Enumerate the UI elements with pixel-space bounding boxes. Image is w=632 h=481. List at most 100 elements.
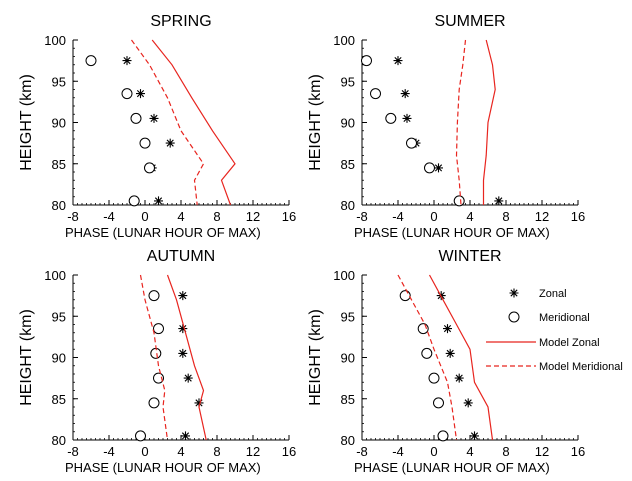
zonal-point: [445, 348, 455, 358]
legend-label: Model Zonal: [539, 337, 600, 349]
panel-title: SPRING: [150, 13, 211, 30]
model-zonal-line: [151, 39, 236, 206]
meridional-point: [424, 162, 435, 174]
meridional-point: [453, 195, 465, 207]
meridional-point: [399, 290, 411, 302]
meridional-point: [139, 137, 151, 149]
zonal-point: [122, 56, 132, 66]
zonal-point: [136, 89, 145, 99]
y-tick-label: 100: [333, 268, 355, 283]
meridional-point: [135, 430, 146, 442]
model-zonal-line: [428, 274, 494, 441]
y-tick-label: 80: [341, 198, 355, 213]
zonal-point: [454, 373, 464, 383]
x-tick-label: 12: [535, 209, 549, 224]
x-tick-label: 16: [571, 209, 585, 224]
y-tick-label: 100: [44, 268, 66, 283]
model-meridional-line: [397, 274, 458, 441]
meridional-point: [428, 372, 440, 384]
y-tick-label: 80: [341, 433, 355, 448]
y-axis-label: HEIGHT (km): [18, 74, 35, 171]
model-zonal-line: [482, 39, 496, 205]
legend-circle-icon: [508, 311, 520, 323]
zonal-point: [463, 398, 473, 408]
x-tick-label: 16: [571, 444, 585, 459]
y-tick-label: 85: [52, 392, 66, 407]
panel-autumn: AUTUMN -8 -4 0 4 8 12 16 80 85 90 95 100 PHASE (LUNAR…: [18, 248, 296, 475]
model-zonal-line: [166, 274, 207, 441]
panel-title: WINTER: [438, 248, 501, 265]
zonal-point: [393, 56, 403, 66]
y-tick-label: 90: [341, 116, 355, 131]
panel-spring: SPRING -8 -4 0 4 8 12 16 80 85 90 95 100 PHASE (LUNAR…: [18, 13, 296, 240]
legend-label: Meridional: [539, 312, 590, 324]
zonal-point: [194, 398, 204, 408]
y-tick-label: 90: [52, 351, 66, 366]
meridional-point: [437, 430, 449, 442]
meridional-point: [148, 290, 160, 302]
x-axis-label: PHASE (LUNAR HOUR OF MAX): [354, 225, 550, 240]
panel-title: SUMMER: [434, 13, 505, 30]
zonal-point: [400, 89, 410, 99]
meridional-point: [421, 347, 433, 359]
model-meridional-line: [131, 39, 205, 206]
y-axis-label: HEIGHT (km): [18, 309, 35, 406]
y-axis-label: HEIGHT (km): [307, 74, 324, 171]
meridional-point: [153, 323, 164, 335]
x-tick-label: -8: [356, 444, 368, 459]
x-tick-label: 12: [246, 209, 260, 224]
y-tick-label: 95: [341, 74, 355, 89]
meridional-point: [406, 137, 417, 149]
x-tick-label: 0: [141, 209, 148, 224]
x-tick-label: 8: [213, 209, 220, 224]
x-tick-label: 0: [430, 444, 437, 459]
meridional-point: [130, 112, 142, 124]
legend: Zonal Meridional Model Zonal Model Meridion…: [486, 288, 623, 373]
x-tick-label: 8: [213, 444, 220, 459]
legend-label: Model Meridional: [539, 361, 623, 373]
x-tick-label: 0: [141, 444, 148, 459]
x-tick-label: -4: [392, 444, 404, 459]
zonal-point: [165, 138, 175, 148]
zonal-point: [470, 431, 479, 441]
y-tick-label: 95: [52, 74, 66, 89]
y-tick-label: 85: [52, 157, 66, 172]
x-tick-label: -8: [356, 209, 368, 224]
x-axis-label: PHASE (LUNAR HOUR OF MAX): [354, 460, 550, 475]
legend-star-icon: [509, 288, 519, 298]
model-meridional-line: [455, 39, 467, 206]
zonal-point: [434, 163, 443, 173]
meridional-point: [361, 55, 372, 67]
x-tick-label: -4: [103, 444, 115, 459]
y-tick-label: 85: [341, 157, 355, 172]
meridional-point: [144, 162, 155, 174]
zonal-point: [149, 113, 159, 123]
y-tick-label: 90: [341, 351, 355, 366]
meridional-point: [148, 397, 160, 409]
y-tick-label: 95: [341, 309, 355, 324]
x-tick-label: 16: [282, 209, 296, 224]
zonal-point: [178, 291, 188, 301]
zonal-point: [181, 431, 190, 441]
y-tick-label: 100: [333, 33, 355, 48]
x-tick-label: 0: [430, 209, 437, 224]
y-tick-label: 90: [52, 116, 66, 131]
meridional-point: [153, 372, 164, 384]
x-tick-label: 12: [246, 444, 260, 459]
y-tick-label: 80: [52, 198, 66, 213]
zonal-point: [178, 348, 188, 358]
panel-winter: WINTER -8 -4 0 4 8 12 16 80 85 90 95 100 PHASE (LUNAR…: [307, 248, 585, 475]
zonal-point: [154, 196, 163, 206]
legend-label: Zonal: [539, 288, 567, 300]
panel-summer: SUMMER -8 -4 0 4 8 12 16 80 85 90 95 100 PHASE (LUNAR…: [307, 13, 585, 240]
y-tick-label: 80: [52, 433, 66, 448]
y-tick-label: 85: [341, 392, 355, 407]
zonal-point: [402, 113, 412, 123]
x-tick-label: -4: [392, 209, 404, 224]
x-tick-label: -8: [67, 209, 79, 224]
x-tick-label: 8: [502, 444, 509, 459]
zonal-point: [183, 373, 193, 383]
panel-title: AUTUMN: [147, 248, 215, 265]
meridional-point: [370, 88, 381, 100]
x-tick-label: 4: [466, 209, 473, 224]
